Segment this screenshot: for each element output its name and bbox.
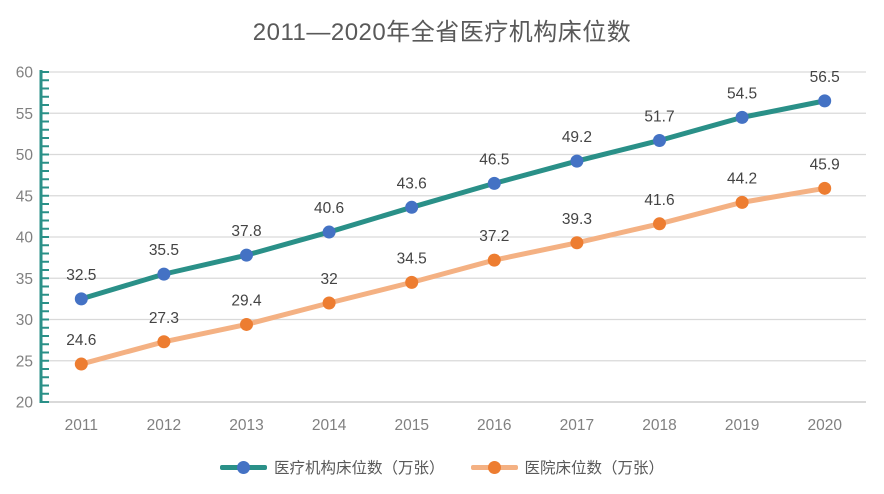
series-line-1 [78, 185, 828, 367]
data-label-1: 27.3 [149, 310, 179, 327]
y-tick-label: 30 [16, 312, 34, 329]
data-point-1 [818, 181, 832, 195]
data-point-1 [487, 253, 501, 267]
data-label-1: 41.6 [644, 192, 674, 209]
data-label-0: 35.5 [149, 242, 179, 259]
x-tick-label: 2012 [147, 417, 181, 434]
data-label-0: 54.5 [727, 85, 757, 102]
data-point-1 [74, 357, 88, 371]
x-tick-label: 2018 [642, 417, 676, 434]
y-tick-label: 25 [16, 353, 33, 370]
x-tick-label: 2017 [560, 417, 594, 434]
data-point-0 [487, 176, 501, 190]
legend-line-marker-icon [470, 460, 518, 474]
data-label-1: 24.6 [66, 332, 96, 349]
data-label-0: 32.5 [66, 267, 96, 284]
data-point-1 [735, 195, 749, 209]
data-point-0 [735, 110, 749, 124]
data-label-1: 34.5 [397, 250, 427, 267]
data-point-0 [157, 267, 171, 281]
data-point-0 [322, 225, 336, 239]
legend-item-hospital-beds: 医院床位数（万张） [470, 456, 665, 478]
data-label-0: 56.5 [810, 69, 840, 86]
y-tick-label: 45 [16, 188, 33, 205]
data-label-1: 32 [320, 271, 337, 288]
legend-label-medical-institution-beds: 医疗机构床位数（万张） [273, 460, 445, 477]
x-tick-label: 2013 [229, 417, 263, 434]
x-tick-label: 2011 [65, 417, 98, 434]
series-line-0 [78, 98, 828, 302]
legend-label-hospital-beds: 医院床位数（万张） [524, 460, 665, 477]
y-tick-label: 55 [16, 106, 33, 123]
data-point-1 [653, 217, 666, 231]
data-label-1: 39.3 [562, 211, 592, 228]
data-label-0: 40.6 [314, 200, 344, 217]
data-label-0: 51.7 [644, 108, 674, 125]
data-label-1: 29.4 [231, 292, 262, 309]
data-point-0 [570, 154, 584, 168]
x-tick-label: 2015 [394, 417, 428, 434]
data-point-0 [240, 248, 253, 262]
legend-line-marker-icon [219, 460, 267, 474]
data-point-1 [240, 317, 253, 331]
data-label-0: 37.8 [231, 223, 261, 240]
legend: 医疗机构床位数（万张） 医院床位数（万张） [0, 456, 884, 478]
x-tick-label: 2020 [807, 417, 842, 434]
y-tick-label: 60 [16, 65, 34, 82]
legend-item-medical-institution-beds: 医疗机构床位数（万张） [219, 456, 445, 478]
data-label-1: 45.9 [810, 156, 840, 173]
data-label-0: 43.6 [397, 175, 427, 192]
data-label-0: 49.2 [562, 129, 592, 146]
y-tick-label: 35 [16, 271, 33, 288]
data-point-1 [157, 335, 171, 349]
data-point-1 [405, 275, 419, 289]
x-tick-label: 2019 [725, 417, 759, 434]
data-point-0 [74, 292, 88, 306]
y-tick-label: 20 [16, 395, 34, 412]
data-point-0 [653, 133, 666, 147]
data-point-0 [818, 94, 832, 108]
y-tick-label: 50 [16, 147, 34, 164]
x-tick-label: 2014 [312, 417, 347, 434]
data-label-1: 44.2 [727, 170, 757, 187]
data-label-1: 37.2 [479, 228, 509, 245]
data-point-1 [570, 236, 584, 250]
data-point-1 [322, 296, 336, 310]
y-tick-label: 40 [16, 230, 34, 247]
data-label-0: 46.5 [479, 151, 509, 168]
x-tick-label: 2016 [477, 417, 511, 434]
data-point-0 [405, 200, 419, 214]
chart-title: 2011—2020年全省医疗机构床位数 [252, 19, 632, 46]
